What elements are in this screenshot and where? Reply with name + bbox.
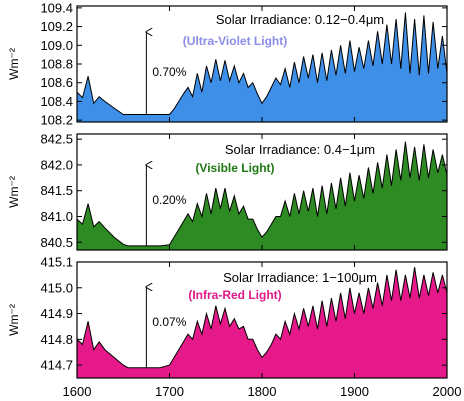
chart-panel-ir: 414.7 414.8 414.9 415.0 415.1 Wm⁻² Solar Irrad… [7,255,448,379]
y-tick-label-ir: 415.0 [40,280,73,295]
y-tick-label-vis: 841.0 [40,209,73,224]
chart-subtitle-ir: (Infra-Red Light) [188,288,281,302]
range-percentage-ir: 0.07% [152,315,186,329]
chart-title-ir: Solar Irradiance: 1−100μm [223,270,377,285]
y-axis-label-vis: Wm⁻² [7,176,21,208]
chart-panel-uv: 108.2 108.4 108.6 108.8 109.0 109.2 109.4 Wm⁻² S… [7,0,448,128]
range-percentage-uv: 0.70% [152,65,186,79]
y-tick-label-uv: 108.6 [40,75,73,90]
irradiance-line-ir [76,267,448,369]
x-tick-label: 1700 [155,384,184,399]
range-percentage-vis: 0.20% [152,193,186,207]
chart-title-vis: Solar Irradiance: 0.4−1μm [225,142,375,157]
y-tick-label-ir: 415.1 [40,255,73,270]
y-tick-label-ir: 414.8 [40,332,73,347]
chart-subtitle-uv: (Ultra-Violet Light) [183,34,287,48]
x-tick-label: 1800 [248,384,277,399]
irradiance-line-vis [76,141,448,247]
shared-x-axis-labels: 1600 1700 1800 1900 2000 [63,384,462,399]
y-tick-label-ir: 414.9 [40,306,73,321]
y-tick-label-uv: 108.8 [40,57,73,72]
y-axis-label-uv: Wm⁻² [7,48,21,80]
y-axis-label-ir: Wm⁻² [7,304,21,336]
chart-title-uv: Solar Irradiance: 0.12−0.4μm [216,12,384,27]
y-tick-label-uv: 109.2 [40,19,73,34]
x-tick-label: 1900 [340,384,369,399]
chart-panel-vis: 840.5 841.0 841.5 842.0 842.5 Wm⁻² Solar Irrad… [7,132,448,251]
x-tick-label: 1600 [63,384,92,399]
irradiance-line-uv [76,12,448,115]
irradiance-area-ir [77,267,447,378]
y-tick-label-uv: 109.4 [40,0,73,15]
chart-subtitle-vis: (Visible Light) [195,161,274,175]
y-tick-label-vis: 842.5 [40,132,73,147]
y-tick-label-uv: 108.4 [40,94,73,109]
irradiance-area-uv [77,12,447,122]
y-tick-label-uv: 109.0 [40,38,73,53]
y-tick-label-vis: 840.5 [40,235,73,250]
y-tick-label-vis: 841.5 [40,183,73,198]
y-tick-label-ir: 414.7 [40,358,73,373]
irradiance-area-vis [77,141,447,250]
x-tick-label: 2000 [433,384,462,399]
y-tick-label-uv: 108.2 [40,113,73,128]
y-tick-label-vis: 842.0 [40,157,73,172]
